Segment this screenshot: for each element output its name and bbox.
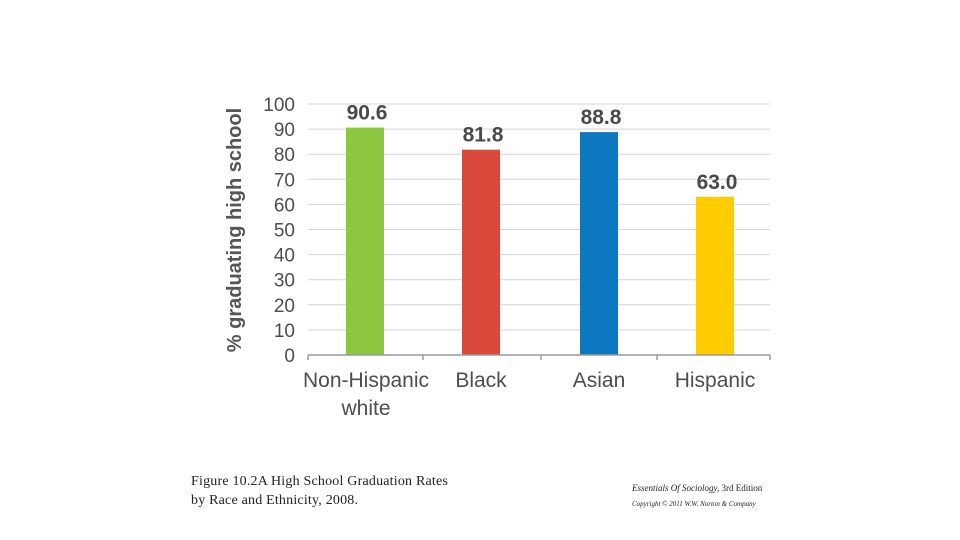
bars [346, 127, 734, 356]
y-tick-label: 20 [274, 296, 295, 317]
data-label: 88.8 [581, 106, 622, 129]
book-title: Essentials Of Sociology, [632, 483, 720, 493]
caption-line-2: by Race and Ethnicity, 2008. [191, 493, 359, 508]
book-credit: Essentials Of Sociology, 3rd Edition Cop… [632, 482, 762, 510]
x-category-label: Hispanic [675, 369, 756, 392]
x-category-label: white [340, 397, 390, 420]
gridlines [308, 103, 770, 331]
y-tick-label: 0 [284, 346, 295, 367]
figure-caption: Figure 10.2A High School Graduation Rate… [191, 472, 448, 510]
edition-text: 3rd Edition [719, 483, 763, 493]
y-tick-label: 90 [274, 120, 295, 141]
book-edition: Essentials Of Sociology, 3rd Edition [632, 482, 762, 494]
data-label: 90.6 [347, 102, 388, 125]
bar [346, 127, 384, 356]
y-tick-label: 40 [274, 246, 295, 267]
labels: 0 10 20 30 40 50 60 70 80 90 100 % graduating high … [224, 95, 755, 420]
x-category-label: Black [455, 369, 507, 392]
y-tick-label: 70 [274, 170, 295, 191]
x-category-label: Non-Hispanic [303, 369, 429, 392]
bar [580, 132, 618, 355]
y-tick-label: 30 [274, 271, 295, 292]
bar [462, 149, 500, 355]
y-axis-label: % graduating high school [224, 108, 246, 352]
data-label: 81.8 [463, 124, 504, 147]
caption-line-1: Figure 10.2A High School Graduation Rate… [191, 474, 449, 489]
y-tick-label: 50 [274, 221, 295, 242]
data-label: 63.0 [697, 171, 738, 194]
x-category-label: Asian [573, 369, 626, 392]
y-tick-label: 60 [274, 195, 295, 216]
copyright-text: Copyright © 2011 W.W. Norton & Company [632, 500, 756, 508]
axes [307, 354, 771, 360]
y-tick-label: 80 [274, 145, 295, 166]
y-tick-label: 100 [263, 95, 295, 116]
y-tick-label: 10 [274, 321, 295, 342]
bar [696, 196, 734, 355]
